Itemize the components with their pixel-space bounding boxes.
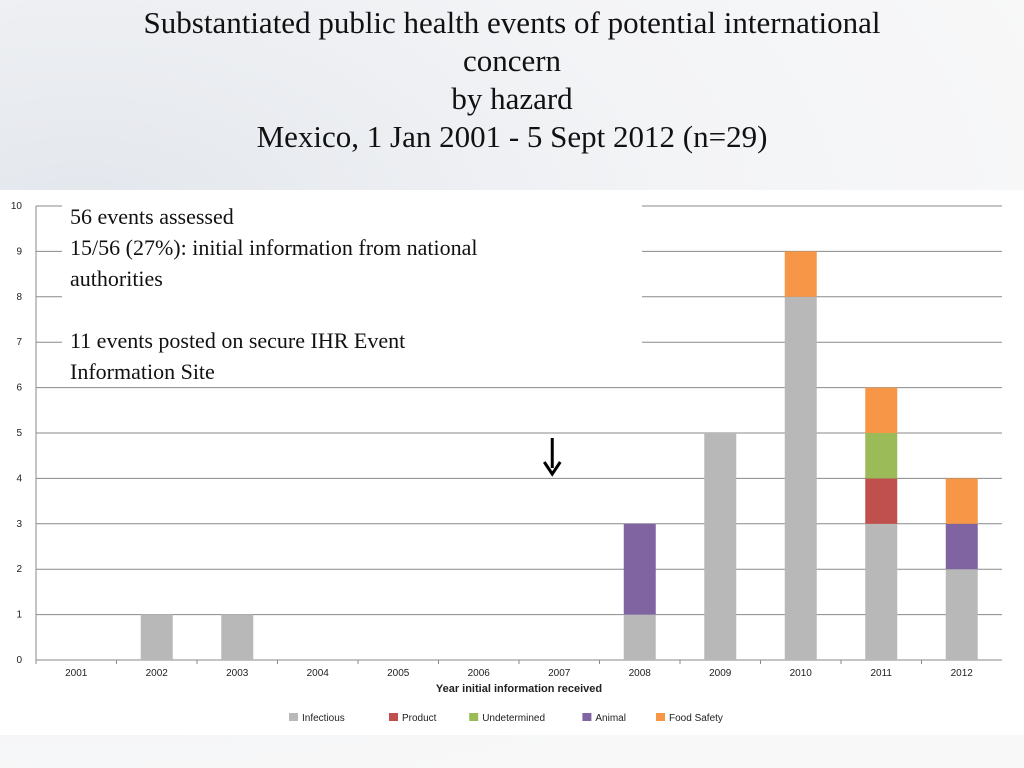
bar-segment xyxy=(945,569,978,660)
legend-swatch xyxy=(289,713,298,721)
y-tick-label: 8 xyxy=(16,292,22,303)
note-line-4: 11 events posted on secure IHR Event xyxy=(70,328,406,353)
bar-segment xyxy=(865,433,898,479)
x-tick-label: 2006 xyxy=(468,668,491,679)
y-tick-label: 7 xyxy=(16,337,22,348)
y-tick-label: 5 xyxy=(16,428,22,439)
bar-segment xyxy=(865,478,898,524)
bar-segment xyxy=(704,433,737,660)
page-title: Substantiated public health events of po… xyxy=(0,4,1024,156)
legend-swatch xyxy=(389,713,398,721)
x-tick-label: 2009 xyxy=(709,668,732,679)
x-tick-label: 2012 xyxy=(951,668,974,679)
title-line-3: by hazard xyxy=(451,81,573,116)
x-tick-label: 2002 xyxy=(146,668,169,679)
legend-label: Food Safety xyxy=(669,713,723,724)
bar-segment xyxy=(945,478,978,524)
x-tick-label: 2003 xyxy=(226,668,249,679)
x-tick-label: 2007 xyxy=(548,668,571,679)
bar-segment xyxy=(945,523,978,570)
note-line-5: Information Site xyxy=(70,359,215,384)
x-tick-label: 2001 xyxy=(65,668,88,679)
note-line-3: authorities xyxy=(70,266,163,291)
legend-label: Undetermined xyxy=(482,713,545,724)
legend-swatch xyxy=(469,713,479,721)
bar-segment xyxy=(623,523,656,615)
bar-segment xyxy=(784,296,817,660)
x-tick-label: 2004 xyxy=(307,668,330,679)
y-tick-label: 2 xyxy=(16,564,22,575)
info-note: 56 events assessed 15/56 (27%): initial … xyxy=(62,195,642,385)
x-tick-label: 2011 xyxy=(870,668,892,679)
note-gap xyxy=(70,294,642,325)
title-line-2: concern xyxy=(462,43,562,78)
bar-segment xyxy=(140,614,173,660)
bar-segment xyxy=(221,614,254,660)
x-tick-label: 2008 xyxy=(629,668,652,679)
down-arrow-icon xyxy=(543,438,562,477)
title-line-4: Mexico, 1 Jan 2001 - 5 Sept 2012 (n=29) xyxy=(256,119,768,154)
stacked-bar-chart: 0 1 2 3 4 5 6 7 8 9 10 2001 2002 2003 2004 2005 2006 2007… xyxy=(11,201,1002,724)
title-line-1: Substantiated public health events of po… xyxy=(143,5,881,40)
y-tick-label: 9 xyxy=(16,246,22,257)
x-tick-label: 2005 xyxy=(387,668,410,679)
y-tick-label: 0 xyxy=(16,655,22,666)
x-axis-title: Year initial information received xyxy=(436,683,602,695)
legend-swatch xyxy=(582,713,592,721)
legend-label: Product xyxy=(402,713,437,724)
y-tick-label: 10 xyxy=(11,201,23,212)
y-tick-label: 4 xyxy=(16,473,22,484)
bar-segment xyxy=(865,387,898,433)
bar-segment xyxy=(784,251,817,297)
y-tick-label: 3 xyxy=(16,519,22,530)
legend-swatch xyxy=(656,713,665,721)
bar-segment xyxy=(865,523,898,660)
note-line-2: 15/56 (27%): initial information from na… xyxy=(70,235,478,260)
y-tick-label: 1 xyxy=(16,610,22,621)
bar-segment xyxy=(623,614,656,660)
x-tick-label: 2010 xyxy=(790,668,813,679)
note-line-1: 56 events assessed xyxy=(70,204,234,229)
legend-label: Infectious xyxy=(302,713,345,724)
legend-label: Animal xyxy=(595,713,626,724)
y-tick-label: 6 xyxy=(16,383,22,394)
